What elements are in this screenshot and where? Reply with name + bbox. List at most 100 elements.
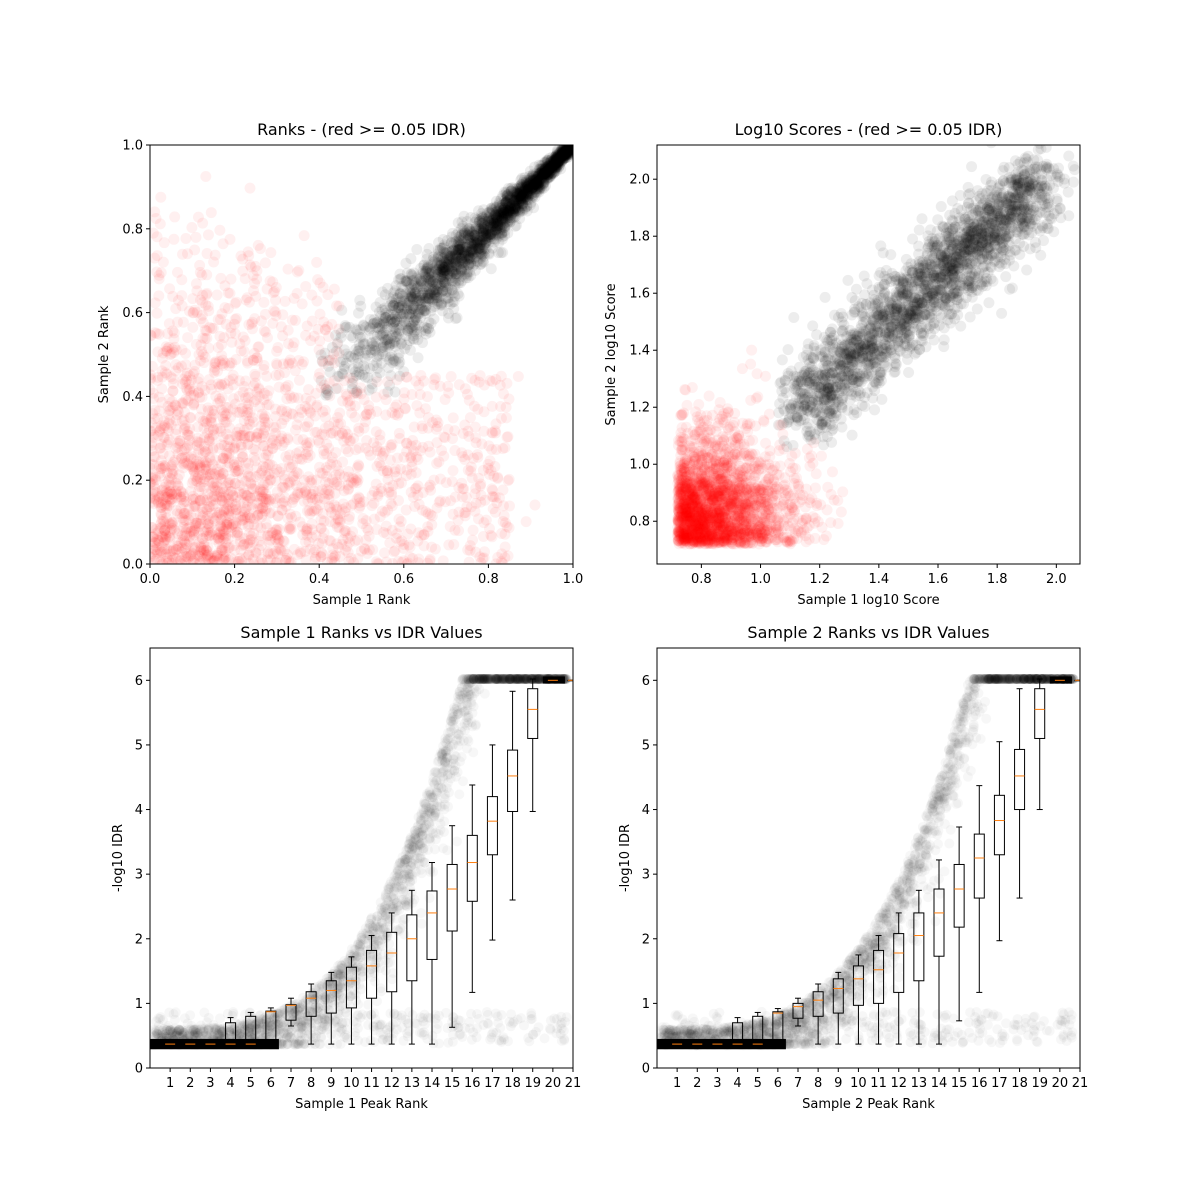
red-point <box>331 300 343 312</box>
red-point <box>257 486 269 498</box>
red-point <box>160 478 172 490</box>
red-point <box>281 549 293 561</box>
red-point <box>247 269 259 281</box>
red-point <box>306 494 318 506</box>
red-point <box>391 470 403 482</box>
red-point <box>257 501 269 513</box>
red-point <box>156 352 168 364</box>
red-point <box>241 501 253 513</box>
red-point <box>264 474 276 486</box>
red-point <box>225 485 237 497</box>
red-point <box>175 360 187 372</box>
red-point <box>276 504 288 516</box>
red-point <box>258 387 270 399</box>
red-point <box>184 385 196 397</box>
red-point <box>200 464 212 476</box>
red-point <box>162 425 174 437</box>
red-point <box>151 250 163 262</box>
red-point <box>360 416 372 428</box>
red-point <box>486 490 498 502</box>
red-point <box>348 432 360 444</box>
red-point <box>520 516 532 528</box>
red-point <box>296 482 308 494</box>
red-point <box>259 416 271 428</box>
red-point <box>154 522 166 534</box>
red-point <box>155 463 167 475</box>
red-point <box>401 558 413 564</box>
red-point <box>150 472 159 484</box>
panel-1: 0.0 0.2 0.4 0.6 0.8 1.00.00.20.40.60.81.0Rank… <box>97 120 583 608</box>
red-point <box>210 511 222 523</box>
red-point <box>478 546 490 558</box>
red-point <box>205 379 217 391</box>
red-point <box>426 541 438 553</box>
red-point <box>244 512 256 524</box>
red-point <box>217 360 229 372</box>
red-point <box>178 544 190 556</box>
red-point <box>429 543 441 555</box>
red-point <box>243 537 255 549</box>
red-point <box>287 493 299 505</box>
red-point <box>156 509 168 521</box>
black-point <box>412 352 424 364</box>
red-point <box>389 463 401 475</box>
red-point <box>229 477 241 489</box>
red-point <box>498 388 510 400</box>
red-point <box>180 370 192 382</box>
black-point <box>363 384 375 396</box>
red-point <box>342 446 354 458</box>
red-point <box>300 536 312 548</box>
red-point <box>259 257 271 269</box>
red-point <box>150 542 159 554</box>
red-point <box>318 515 330 527</box>
red-point <box>255 315 267 327</box>
red-point <box>353 502 365 514</box>
red-point <box>242 246 254 258</box>
red-point <box>420 506 432 518</box>
red-point <box>448 538 460 550</box>
red-point <box>150 429 160 441</box>
red-point <box>252 510 264 522</box>
x-tick-label: 0.6 <box>393 572 414 587</box>
red-point <box>248 347 260 359</box>
red-point <box>189 304 201 316</box>
red-point <box>489 491 501 503</box>
red-point <box>153 328 165 340</box>
red-point <box>243 470 255 482</box>
red-point <box>318 527 330 539</box>
red-point <box>273 369 285 381</box>
red-point <box>217 238 229 250</box>
red-point <box>256 408 268 420</box>
red-point <box>293 354 305 366</box>
red-point <box>300 392 312 404</box>
red-point <box>486 400 498 412</box>
red-point <box>260 470 272 482</box>
red-point <box>253 384 265 396</box>
red-point <box>489 506 501 518</box>
red-point <box>248 451 260 463</box>
red-point <box>205 413 217 425</box>
red-point <box>176 397 188 409</box>
red-point <box>163 341 175 353</box>
red-point <box>311 426 323 438</box>
red-point <box>301 320 313 332</box>
red-point <box>193 527 205 539</box>
red-point <box>490 444 502 456</box>
red-point <box>202 510 214 522</box>
red-point <box>398 555 410 564</box>
red-point <box>201 417 213 429</box>
black-point <box>438 268 450 280</box>
red-point <box>320 448 332 460</box>
red-point <box>261 554 273 564</box>
red-point <box>439 496 451 508</box>
red-point <box>327 543 339 555</box>
red-point <box>178 457 190 469</box>
red-point <box>228 456 240 468</box>
red-point <box>275 545 287 557</box>
red-point <box>339 524 351 536</box>
red-point <box>348 557 360 564</box>
red-point <box>201 248 213 260</box>
red-point <box>349 400 361 412</box>
red-point <box>301 403 313 415</box>
